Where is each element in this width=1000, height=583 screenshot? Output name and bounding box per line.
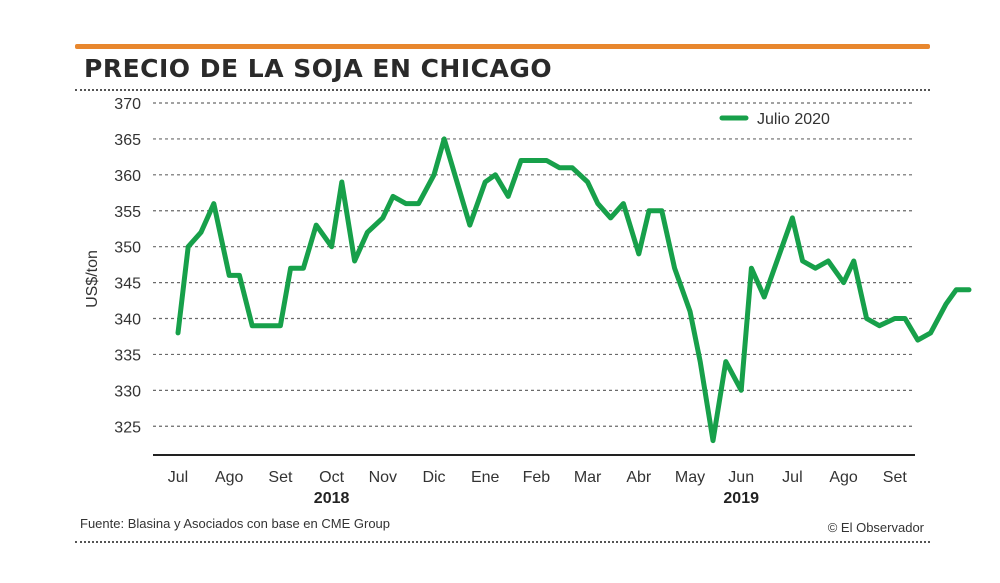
x-tick-label: Ago xyxy=(829,469,858,486)
x-tick-label: Dic xyxy=(422,469,445,486)
page-title: PRECIO DE LA SOJA EN CHICAGO xyxy=(84,54,553,83)
series-line-julio-2020 xyxy=(175,136,972,444)
credit-note: © El Observador xyxy=(827,520,924,535)
x-tick-label: Oct xyxy=(319,469,344,486)
y-tick-label: 340 xyxy=(114,312,141,329)
y-tick-label: 355 xyxy=(114,204,141,221)
x-tick-label: Nov xyxy=(369,469,397,486)
x-tick-label: Jul xyxy=(168,469,188,486)
top-accent-rule xyxy=(75,44,930,49)
y-tick-label: 350 xyxy=(114,240,141,257)
x-tick-label: Ene xyxy=(471,469,500,486)
footer-divider xyxy=(75,541,930,543)
y-tick-label: 330 xyxy=(114,383,141,400)
x-tick-label: Feb xyxy=(523,469,551,486)
title-divider xyxy=(75,89,930,91)
y-tick-label: 335 xyxy=(114,347,141,364)
year-label: 2018 xyxy=(314,490,350,507)
y-tick-label: 370 xyxy=(114,96,141,113)
x-tick-label: May xyxy=(675,469,705,486)
source-note: Fuente: Blasina y Asociados con base en … xyxy=(80,516,391,531)
x-tick-label: Ago xyxy=(215,469,244,486)
y-tick-label: 365 xyxy=(114,132,141,149)
x-tick-label: Set xyxy=(883,469,908,486)
x-tick-label: Set xyxy=(268,469,293,486)
y-tick-label: 325 xyxy=(114,419,141,436)
year-label: 2019 xyxy=(723,490,759,507)
y-tick-label: 345 xyxy=(114,276,141,293)
x-tick-label: Abr xyxy=(626,469,652,486)
y-axis-title: US$/ton xyxy=(84,250,101,308)
y-tick-label: 360 xyxy=(114,168,141,185)
x-tick-label: Mar xyxy=(574,469,602,486)
x-tick-label: Jul xyxy=(782,469,802,486)
x-tick-label: Jun xyxy=(728,469,754,486)
legend-label: Julio 2020 xyxy=(757,111,830,128)
